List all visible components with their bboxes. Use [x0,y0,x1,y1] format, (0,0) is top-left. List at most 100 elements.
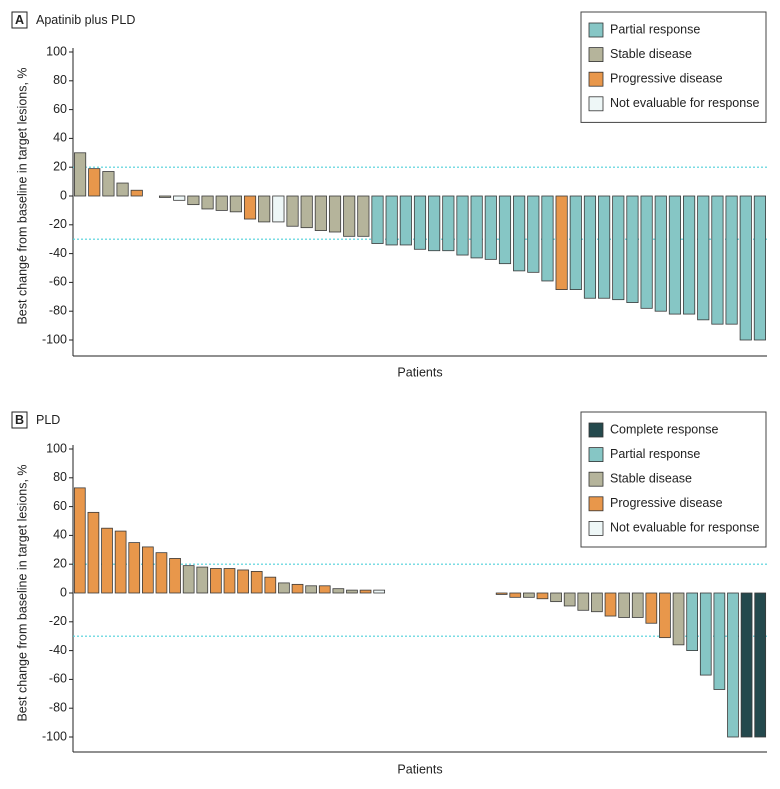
legend-label: Progressive disease [610,71,723,85]
bar [102,171,115,197]
bar [371,195,384,244]
legend-swatch [588,521,604,536]
bar [128,542,141,594]
y-tick-label: 40 [53,131,67,145]
bar [141,546,154,594]
legend-swatch [588,447,604,463]
bar [583,195,597,299]
bar [686,592,699,651]
bar [612,195,625,301]
bar [130,189,143,197]
y-tick-label: 20 [53,159,67,173]
legend-swatch [588,47,604,62]
x-axis-label: Patients [397,762,442,776]
bar [332,588,345,594]
y-tick-label: 80 [53,470,67,484]
bar [725,195,738,325]
bar [713,592,726,690]
bar [672,592,685,646]
bar [87,511,100,594]
bar [116,182,129,197]
bar [359,589,372,594]
bar [739,195,752,341]
bar [654,195,667,312]
y-tick-label: -40 [49,643,67,657]
y-tick-label: 100 [46,441,67,455]
bar [536,592,549,600]
bar [577,592,590,611]
y-tick-label: 60 [53,499,67,513]
bar [563,592,576,607]
panel-label-box [11,11,28,29]
bar [668,195,682,315]
legend-label: Complete response [610,422,718,436]
bar [513,195,526,272]
bar [187,195,200,206]
bar [697,195,710,321]
bar [550,592,562,603]
bar [711,195,724,325]
legend-label: Not evaluable for response [610,96,759,110]
bar [343,195,356,237]
legend-label: Partial response [610,22,700,36]
y-tick-label: -40 [49,246,67,260]
y-tick-label: 60 [53,102,67,116]
bar [631,592,644,618]
bar [101,527,113,594]
y-tick-label: -60 [49,275,67,289]
bar [699,592,712,676]
bar [626,195,639,303]
bar [237,569,249,594]
bar [428,195,441,252]
bar [258,195,271,223]
legend-swatch [588,71,604,87]
bar [182,565,195,594]
legend-label: Partial response [610,447,700,461]
bar [223,568,236,594]
bar [470,195,483,259]
legend-swatch [588,496,604,512]
bar [640,195,653,309]
panel-label: A [15,13,24,27]
y-tick-label: 0 [60,188,67,202]
bar [645,592,658,624]
bar [196,566,209,594]
bar [114,530,127,594]
bar [88,168,101,197]
bar [229,195,242,213]
bar [498,195,512,265]
y-tick-label: -100 [42,729,67,743]
bar [74,152,87,197]
bar [169,558,181,594]
legend-label: Stable disease [610,47,692,61]
bar [278,582,290,594]
bar [598,195,611,299]
y-tick-label: -60 [49,672,67,686]
y-tick-label: -80 [49,303,67,317]
y-tick-label: 40 [53,528,67,542]
bar [173,195,186,201]
bar [413,195,427,250]
legend-swatch [588,471,604,487]
y-tick-label: 20 [53,556,67,570]
bar [659,592,671,639]
bar [314,195,327,231]
y-tick-label: 100 [46,44,67,58]
bar [523,592,535,598]
x-axis-label: Patients [397,365,442,379]
bar [264,576,277,594]
y-tick-label: -20 [49,614,67,628]
bar [456,195,469,256]
y-axis-label: Best change from baseline in target lesi… [15,67,29,324]
legend-swatch [588,22,604,38]
bar [73,487,86,594]
bar [155,552,168,594]
legend-label: Stable disease [610,471,692,485]
bar [291,583,304,594]
bar [495,592,508,595]
y-axis-label: Best change from baseline in target lesi… [15,464,29,721]
bar [201,195,214,210]
bar [250,571,263,594]
bar [484,195,497,260]
